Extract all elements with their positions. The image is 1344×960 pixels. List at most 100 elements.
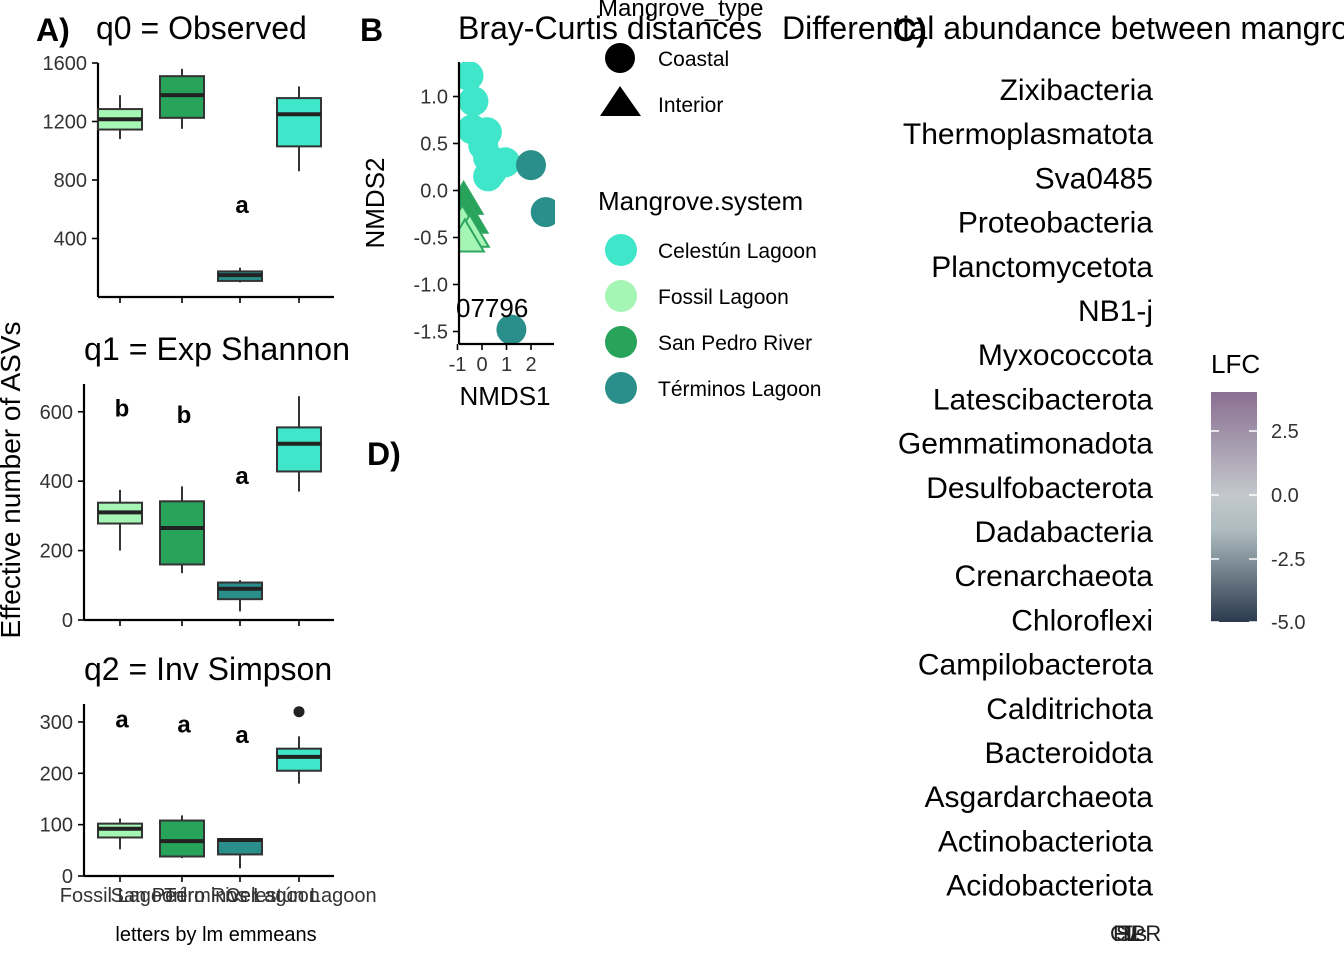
boxplot-inv-simpson: q2 = Inv Simpson 0 100 200 300 a a a [40, 651, 334, 888]
heatmap-title: Differential abundance between mangrove [782, 10, 1344, 46]
y-tick-label: 400 [40, 471, 73, 493]
x-tick-label: San Pedro River [111, 885, 258, 907]
significance-letter: b [177, 402, 192, 429]
significance-letter: a [235, 722, 249, 749]
phylum-label: Calditrichota [986, 693, 1153, 726]
heatmap-column-label: vs [1125, 921, 1147, 946]
nmds-plot: 07796 1.0 0.5 0.0 -0.5 -1.0 -1.5-1 0 1 2 [414, 62, 555, 376]
nmds-y-axis-title: NMDS2 [360, 157, 390, 248]
phylum-label: Crenarchaeota [955, 560, 1154, 593]
nmds-point [516, 150, 546, 181]
panel-label-c: C) [893, 12, 927, 48]
box-body [159, 819, 205, 858]
legend-triangle-shape [600, 86, 641, 116]
box-body [276, 97, 322, 148]
legend-mangrove-system: Mangrove.system Celestún Lagoon Fossil La… [598, 186, 821, 404]
nmds-x-tick-label: 2 [525, 354, 536, 376]
y-tick-label: 400 [54, 229, 87, 251]
nmds-y-tick-label: -0.5 [414, 228, 448, 250]
box-body [159, 500, 205, 566]
y-tick-label: 100 [40, 815, 73, 837]
x-tick-label: Celestún Lagoon [225, 885, 376, 907]
phylum-label: Sva0485 [1035, 162, 1153, 195]
legend-mangrove-system-title: Mangrove.system [598, 186, 803, 216]
heatmap-row-labels: Zixibacteria Thermoplasmatota Sva0485 Prote… [898, 74, 1153, 903]
nmds-title: Bray-Curtis distances [458, 10, 762, 46]
box-body [276, 747, 322, 772]
panel-label-a: A) [36, 12, 70, 48]
legend-type-label-coastal: Coastal [658, 48, 729, 71]
heatmap-column-label: SPR [1116, 921, 1161, 946]
nmds-y-tick-label: -1.0 [414, 275, 448, 297]
nmds-point [496, 314, 527, 344]
significance-letter: b [115, 395, 130, 422]
legend-circle-shape [605, 43, 635, 73]
phylum-label: Proteobacteria [958, 207, 1153, 240]
boxplot-exp-shannon-title: q1 = Exp Shannon [84, 331, 350, 367]
nmds-point [458, 86, 489, 117]
phylum-label: Acidobacteriota [946, 870, 1153, 903]
phylum-label: Gemmatimonadota [898, 428, 1153, 461]
legend-mangrove-type: Mangrove_type Coastal Interior [598, 0, 763, 117]
legend-system-swatch [605, 234, 637, 266]
boxplot-observed-title: q0 = Observed [96, 10, 307, 46]
nmds-point [473, 161, 504, 192]
legend-system-label: San Pedro River [658, 332, 812, 355]
lfc-tick-label: 0.0 [1271, 485, 1299, 507]
significance-letter: a [235, 192, 249, 219]
y-tick-label: 300 [40, 712, 73, 734]
y-tick-label: 1600 [43, 53, 88, 75]
heatmap-column-label: FL [1113, 921, 1139, 946]
panel-label-d: D) [367, 436, 401, 472]
lfc-legend-title: LFC [1211, 349, 1260, 379]
significance-letter: a [235, 463, 249, 490]
y-tick-label: 200 [40, 763, 73, 785]
nmds-stress-text: 07796 [456, 293, 528, 323]
y-tick-label: 1200 [43, 112, 88, 134]
phylum-label: Chloroflexi [1011, 604, 1153, 637]
lfc-tick-label: 2.5 [1271, 421, 1299, 443]
y-tick-label: 800 [54, 170, 87, 192]
nmds-x-tick-label: 1 [501, 354, 512, 376]
legend-system-swatch [605, 280, 637, 312]
phylum-label: NB1-j [1078, 295, 1153, 328]
alpha-x-axis-title: letters by lm emmeans [115, 924, 316, 946]
nmds-x-axis-title: NMDS1 [459, 381, 550, 411]
legend-system-swatch [605, 326, 637, 358]
boxplot-observed: q0 = Observed 400 800 1200 1600 a [43, 10, 334, 303]
heatmap-column-label: CL [1110, 921, 1138, 946]
phylum-label: Campilobacterota [918, 649, 1153, 682]
lfc-colorbar [1211, 392, 1257, 622]
lfc-tick-label: -5.0 [1271, 612, 1305, 634]
nmds-y-tick-label: 1.0 [420, 87, 448, 109]
lfc-colorbar-ticks: 2.5 0.0 -2.5 -5.0 [1211, 421, 1305, 634]
legend-system-label: Términos Lagoon [658, 378, 821, 401]
legend-system-label: Celestún Lagoon [658, 240, 817, 263]
y-tick-label: 600 [40, 402, 73, 424]
phylum-label: Dadabacteria [975, 516, 1154, 549]
legend-mangrove-type-title: Mangrove_type [598, 0, 763, 22]
y-tick-label: 0 [62, 866, 73, 888]
phylum-label: Bacteroidota [985, 737, 1154, 770]
nmds-point [530, 197, 555, 228]
lfc-tick-label: -2.5 [1271, 549, 1305, 571]
panel-label-b: B [360, 12, 383, 48]
phylum-label: Myxococcota [978, 339, 1153, 372]
phylum-label: Actinobacteriota [938, 825, 1153, 858]
significance-letter: a [115, 706, 129, 733]
boxplot-inv-simpson-title: q2 = Inv Simpson [84, 651, 332, 687]
nmds-y-tick-label: -1.5 [414, 322, 448, 344]
y-tick-label: 0 [62, 610, 73, 632]
significance-letter: a [177, 712, 191, 739]
phylum-label: Planctomycetota [931, 251, 1153, 284]
nmds-y-tick-label: 0.0 [420, 181, 448, 203]
nmds-x-tick-label: -1 [449, 354, 467, 376]
legend-system-swatch [605, 372, 637, 404]
boxplot-exp-shannon: q1 = Exp Shannon 0 200 400 600 b b a [40, 331, 350, 632]
nmds-x-tick-label: 0 [476, 354, 487, 376]
heatmap-panel: Differential abundance between mangrove … [782, 10, 1344, 946]
heatmap-column-label: TL [1119, 921, 1145, 946]
phylum-label: Zixibacteria [1000, 74, 1154, 107]
